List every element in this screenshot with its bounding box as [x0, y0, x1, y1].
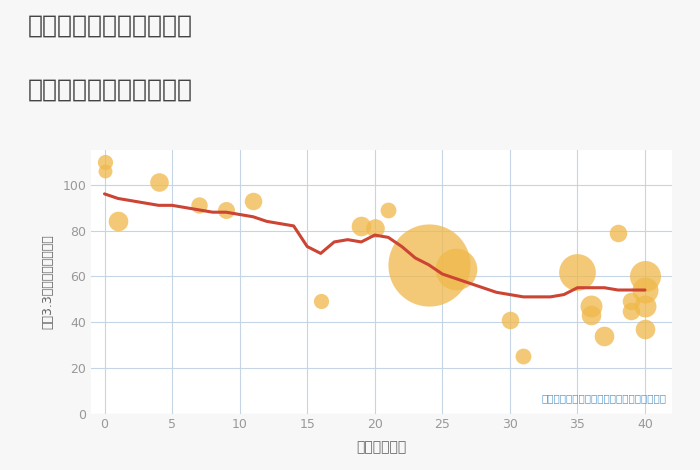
Point — [99, 167, 110, 175]
Point — [626, 307, 637, 314]
Point — [193, 202, 204, 209]
Point — [153, 179, 164, 186]
Point — [315, 298, 326, 305]
Point — [99, 158, 110, 165]
Point — [504, 316, 515, 323]
Point — [585, 312, 596, 319]
Point — [518, 352, 529, 360]
Point — [424, 261, 435, 268]
Point — [639, 302, 650, 310]
Point — [383, 206, 394, 214]
Point — [639, 286, 650, 294]
Point — [450, 266, 461, 273]
Point — [113, 218, 124, 225]
Point — [585, 302, 596, 310]
Point — [639, 273, 650, 280]
Point — [220, 206, 232, 214]
Text: 奈良県奈良市千代ヶ丘の: 奈良県奈良市千代ヶ丘の — [28, 14, 193, 38]
Text: 築年数別中古戸建て価格: 築年数別中古戸建て価格 — [28, 78, 193, 102]
Point — [639, 325, 650, 333]
Point — [598, 332, 610, 339]
Point — [626, 298, 637, 305]
Point — [612, 229, 624, 236]
Point — [572, 268, 583, 275]
Point — [369, 225, 380, 232]
Point — [248, 197, 259, 204]
Text: 円の大きさは、取引のあった物件面積を示す: 円の大きさは、取引のあった物件面積を示す — [541, 393, 666, 403]
Point — [356, 222, 367, 230]
X-axis label: 築年数（年）: 築年数（年） — [356, 440, 407, 454]
Y-axis label: 坪（3.3㎡）単価（万円）: 坪（3.3㎡）単価（万円） — [41, 235, 54, 329]
